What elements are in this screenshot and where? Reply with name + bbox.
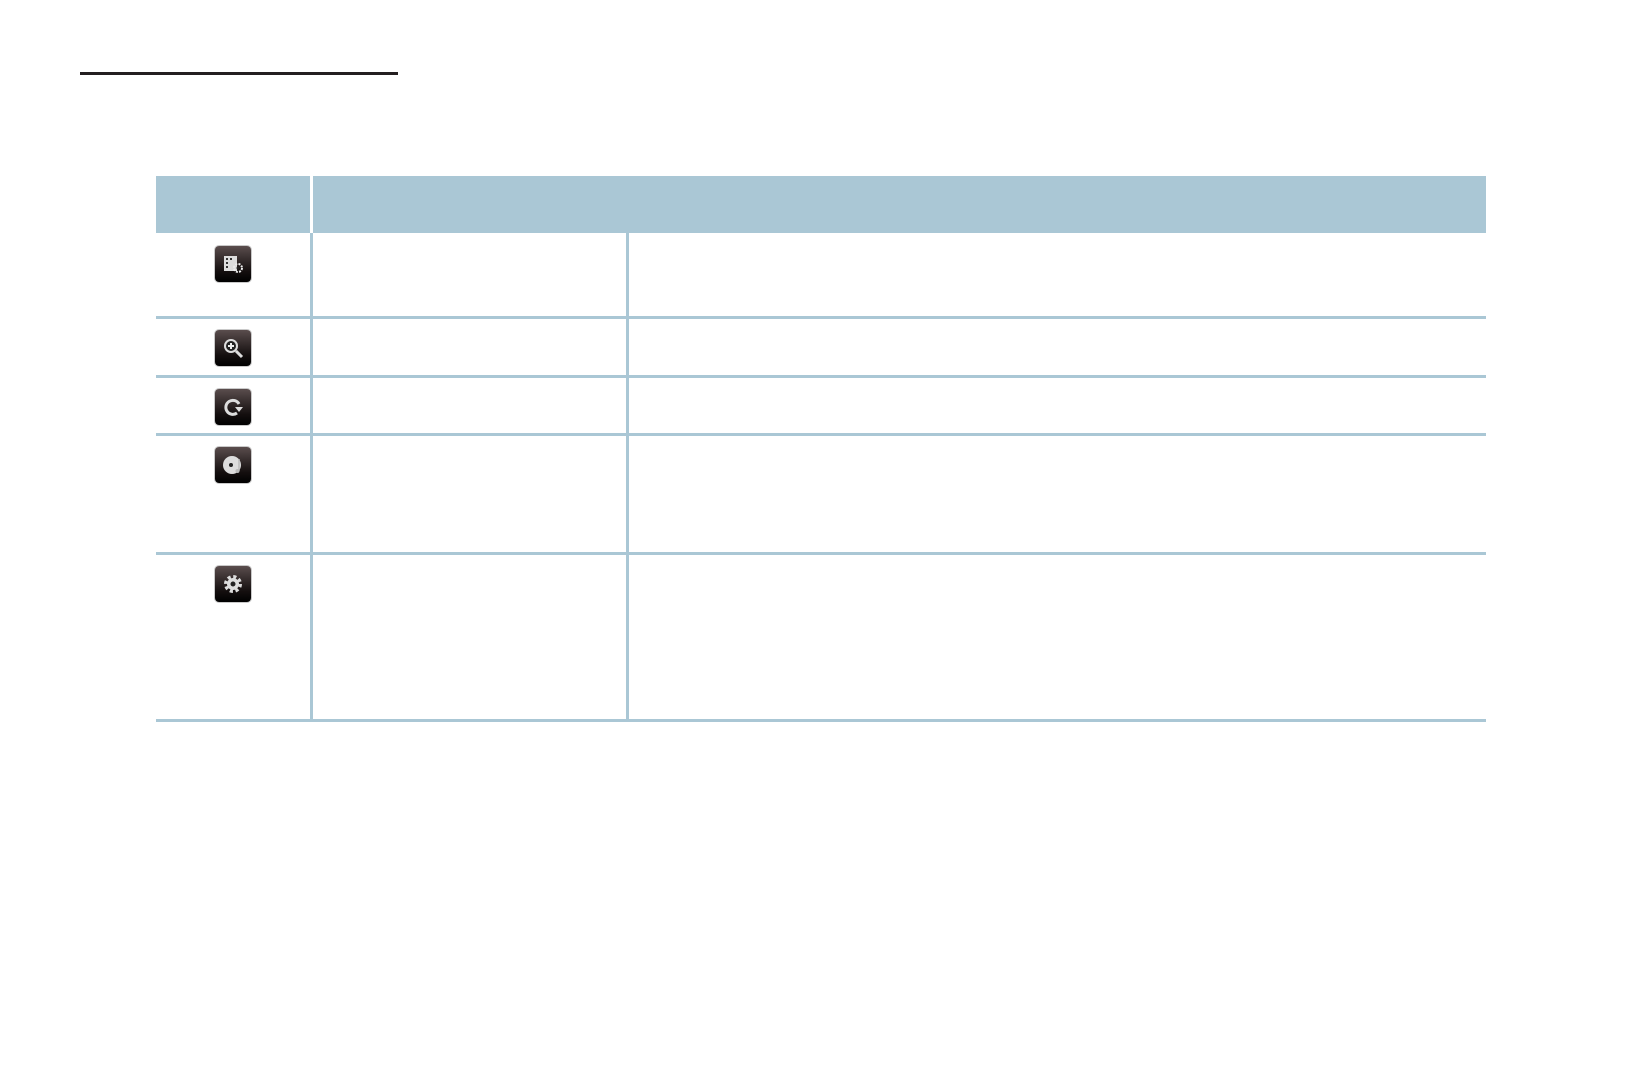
table-row	[156, 378, 1486, 436]
table-row	[156, 233, 1486, 319]
column-divider	[310, 436, 313, 552]
column-divider	[626, 436, 629, 552]
table-row	[156, 436, 1486, 555]
column-divider	[626, 378, 629, 433]
music-disc-icon	[215, 447, 251, 483]
column-divider	[310, 555, 313, 719]
column-divider	[626, 319, 629, 375]
table-row	[156, 319, 1486, 378]
title-underline-rule	[80, 72, 398, 75]
column-divider	[310, 319, 313, 375]
rotate-icon	[215, 389, 251, 425]
column-divider	[310, 233, 313, 316]
settings-gear-icon	[215, 566, 251, 602]
table-header	[156, 176, 1486, 233]
column-divider	[626, 555, 629, 719]
column-divider	[310, 378, 313, 433]
header-divider	[310, 176, 313, 233]
column-divider	[626, 233, 629, 316]
picture-settings-icon	[215, 246, 251, 282]
icon-table	[156, 176, 1486, 722]
table-row	[156, 555, 1486, 722]
zoom-in-icon	[215, 330, 251, 366]
